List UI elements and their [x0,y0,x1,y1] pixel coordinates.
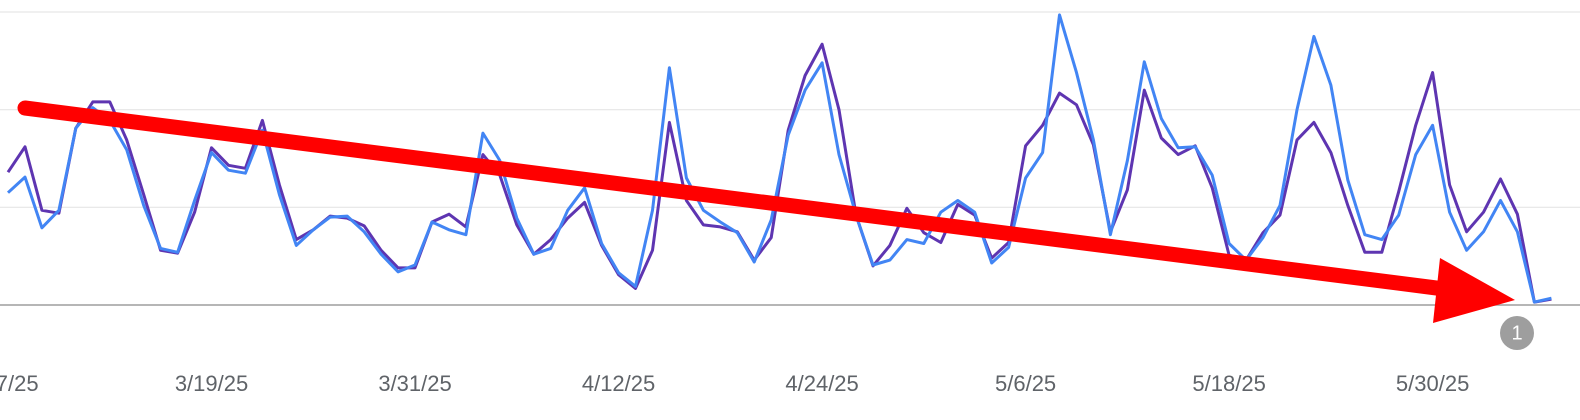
grid [0,11,1580,306]
x-tick-label: 3/7/25 [0,371,39,396]
x-tick-label: 3/19/25 [175,371,248,396]
badge-label[interactable]: 1 [1511,322,1522,344]
x-tick-label: 5/6/25 [995,371,1056,396]
series-line [6,13,1552,304]
trend-arrow [17,100,1515,323]
x-tick-label: 5/30/25 [1396,371,1469,396]
badge-circle[interactable] [1500,316,1534,350]
x-axis: 3/7/25 3/19/25 3/31/25 4/12/25 4/24/25 5/6/25… [0,371,1469,396]
x-tick-label: 4/24/25 [785,371,858,396]
x-tick-label: 4/12/25 [582,371,655,396]
x-tick-label: 3/31/25 [378,371,451,396]
arrow-head [1433,258,1515,323]
annotation-badge[interactable]: 1 [1500,316,1534,350]
x-tick-label: 5/18/25 [1192,371,1265,396]
arrow-shaft [17,100,1460,298]
lines [6,13,1552,304]
